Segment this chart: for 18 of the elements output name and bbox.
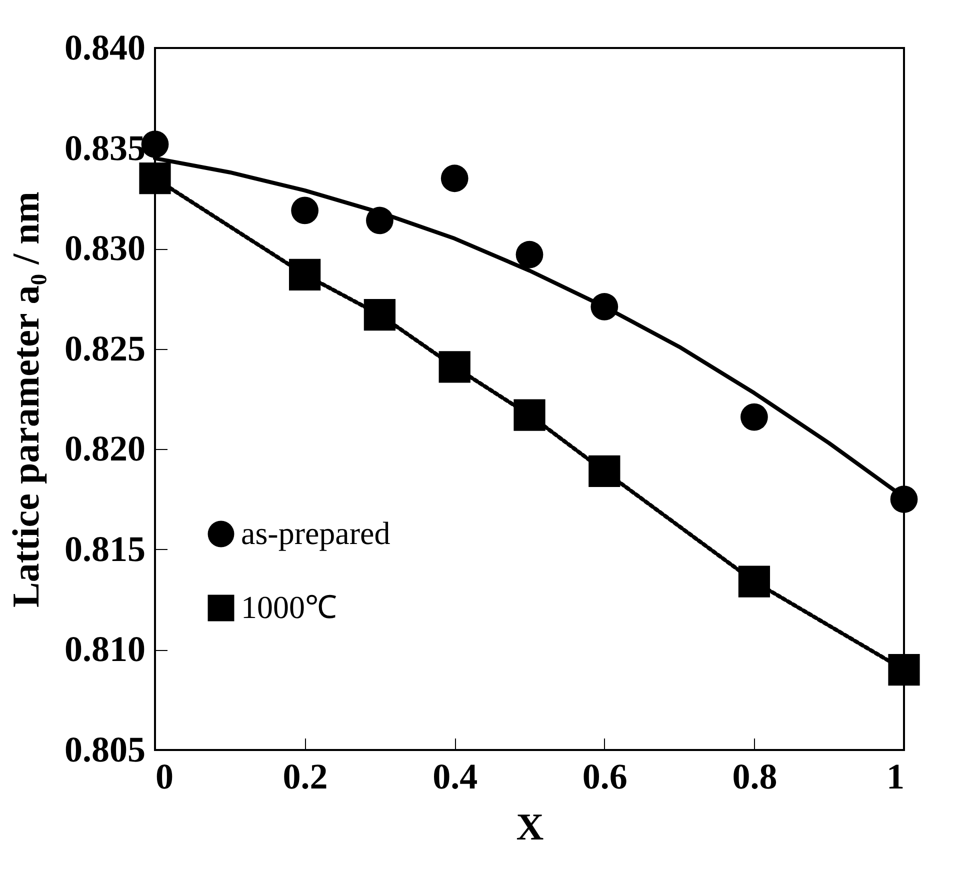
- x-tick-label: 0.6: [582, 756, 628, 796]
- y-tick-label: 0.815: [64, 528, 146, 569]
- y-tick-label: 0.825: [64, 328, 146, 368]
- y-tick-label: 0.805: [64, 730, 146, 770]
- legend-label: as-prepared: [241, 515, 390, 551]
- legend-label: 1000℃: [241, 589, 337, 625]
- x-tick-label: 0.2: [282, 756, 328, 796]
- y-axis-title: Lattice parameter a₀ / nm: [6, 192, 48, 608]
- y-tick-label: 0.840: [64, 28, 146, 68]
- x-tick-label: 1: [886, 756, 904, 796]
- y-tick-label: 0.830: [64, 228, 146, 268]
- y-tick-label: 0.820: [64, 428, 146, 469]
- x-tick-label: 0.4: [432, 756, 478, 796]
- y-tick-label: 0.810: [64, 629, 146, 670]
- y-tick-label: 0.835: [64, 128, 146, 168]
- x-tick-label: 0.8: [732, 756, 778, 796]
- x-axis-title: X: [516, 806, 544, 848]
- x-tick-label: 0: [156, 756, 174, 796]
